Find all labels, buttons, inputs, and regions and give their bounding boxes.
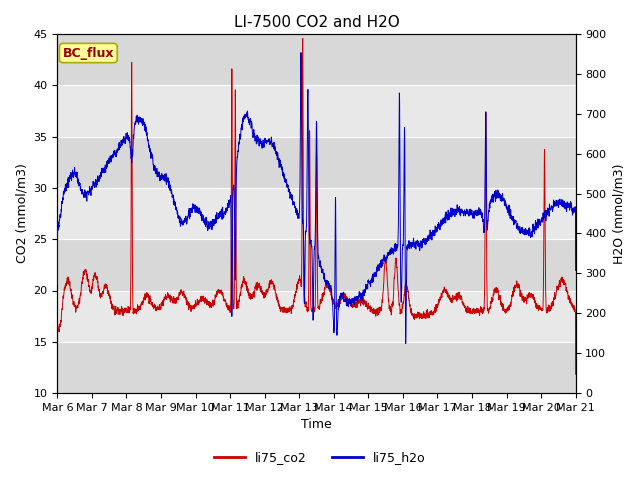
Bar (58, 342, 575, 393)
Bar (58, 239, 575, 290)
Y-axis label: CO2 (mmol/m3): CO2 (mmol/m3) (15, 164, 28, 264)
Title: LI-7500 CO2 and H2O: LI-7500 CO2 and H2O (234, 15, 399, 30)
Text: BC_flux: BC_flux (63, 47, 114, 60)
X-axis label: Time: Time (301, 419, 332, 432)
Legend: li75_co2, li75_h2o: li75_co2, li75_h2o (209, 446, 431, 469)
Bar (58, 34, 575, 85)
Bar (58, 137, 575, 188)
Y-axis label: H2O (mmol/m3): H2O (mmol/m3) (612, 163, 625, 264)
